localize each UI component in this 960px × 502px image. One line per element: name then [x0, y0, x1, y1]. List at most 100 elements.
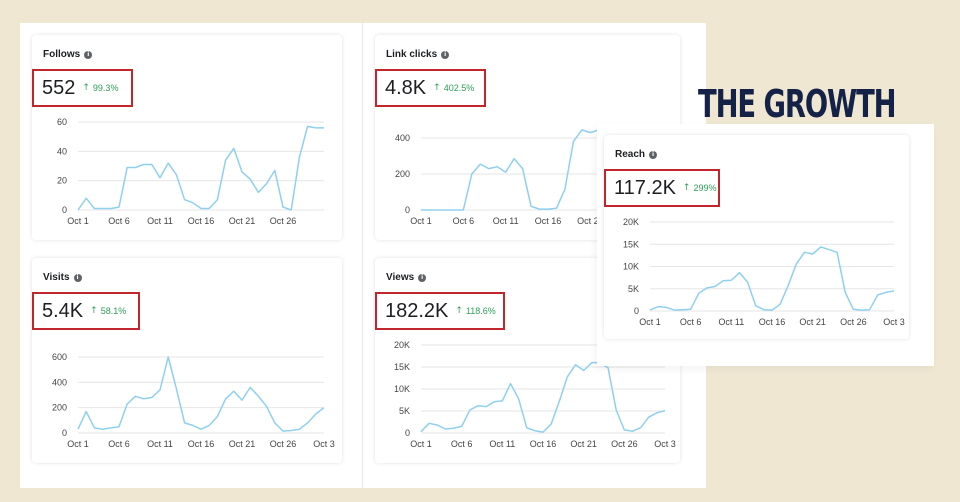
x-tick-label: Oct 26: [270, 216, 297, 226]
x-tick-label: Oct 11: [493, 216, 519, 226]
x-tick-label: Oct 11: [147, 439, 173, 449]
y-tick-label: 10K: [623, 262, 639, 272]
metric-value: 5.4K: [42, 299, 84, 322]
card-title-label: Follows: [43, 49, 81, 60]
metric-change: ↑ 118.6%: [455, 306, 495, 316]
y-tick-label: 200: [395, 169, 410, 179]
metric-highlight-box: 4.8K ↑ 402.5%: [375, 69, 486, 107]
arrow-up-icon: ↑: [82, 83, 90, 93]
info-icon[interactable]: i: [84, 50, 93, 59]
series-line: [77, 356, 325, 432]
info-icon[interactable]: i: [418, 273, 427, 282]
series-line: [420, 361, 666, 433]
metric-change-value: 118.6%: [465, 306, 496, 316]
y-tick-label: 0: [634, 306, 639, 316]
y-tick-label: 200: [52, 403, 67, 413]
metric-highlight-box: 552 ↑ 99.3%: [32, 69, 133, 107]
y-tick-label: 0: [62, 428, 67, 438]
visits-card: 0 200 400 600 Oct 1 Oct 6 Oct 11 Oct 16 Oct 21 Oc…: [32, 258, 342, 463]
y-tick-label: 20: [57, 176, 67, 186]
metric-change-value: 299%: [693, 183, 717, 193]
x-tick-label: Oct 16: [188, 439, 215, 449]
x-tick-label: Oct 1: [410, 439, 432, 449]
metric-highlight-box: 182.2K ↑ 118.6%: [375, 292, 505, 330]
y-tick-label: 400: [52, 377, 67, 387]
x-tick-label: Oct 16: [188, 216, 215, 226]
metric-change: ↑ 402.5%: [433, 83, 474, 93]
y-tick-label: 0: [405, 205, 410, 215]
y-tick-label: 60: [57, 117, 67, 127]
card-title-label: Reach: [615, 149, 646, 160]
arrow-up-icon: ↑: [433, 83, 441, 93]
x-tick-label: Oct 6: [108, 439, 130, 449]
metric-change-value: 99.3%: [92, 83, 119, 93]
x-tick-label: Oct 3: [654, 439, 676, 449]
y-tick-label: 15K: [394, 362, 410, 372]
x-tick-label: Oct 1: [67, 216, 89, 226]
headline-title: THE GROWTH: [698, 82, 897, 126]
metric-value: 182.2K: [385, 299, 449, 322]
metric-change: ↑ 299%: [683, 183, 717, 193]
series-line: [649, 246, 895, 311]
x-tick-label: Oct 1: [67, 439, 89, 449]
y-tick-label: 5K: [399, 406, 410, 416]
line-chart: 0 20 40 60 Oct 1 Oct 6 Oct 11 Oct 16 Oct 21 Oct 2…: [57, 117, 324, 226]
metric-value: 552: [42, 76, 76, 99]
card-title-label: Link clicks: [386, 49, 438, 60]
line-chart: 0 5K 10K 15K 20K Oct 1 Oct 6 Oct 11 Oct 16 Oct 21…: [623, 217, 905, 327]
arrow-up-icon: ↑: [682, 183, 691, 193]
x-tick-label: Oct 6: [451, 439, 473, 449]
metric-change-value: 58.1%: [100, 306, 127, 316]
x-tick-label: Oct 11: [147, 216, 173, 226]
x-tick-label: Oct 16: [530, 439, 557, 449]
x-tick-label: Oct 21: [799, 317, 826, 327]
x-tick-label: Oct 16: [759, 317, 786, 327]
x-tick-label: Oct 26: [270, 439, 297, 449]
x-tick-label: Oct 26: [611, 439, 638, 449]
y-tick-label: 0: [62, 205, 67, 215]
follows-card: 0 20 40 60 Oct 1 Oct 6 Oct 11 Oct 16 Oct 21 Oct 2…: [32, 35, 342, 240]
y-tick-label: 40: [57, 146, 67, 156]
card-title-label: Visits: [43, 272, 70, 283]
metric-change-value: 402.5%: [443, 83, 475, 93]
info-icon[interactable]: i: [73, 273, 82, 282]
x-tick-label: Oct 21: [229, 216, 256, 226]
metric-change: ↑ 99.3%: [82, 83, 118, 93]
y-tick-label: 0: [405, 428, 410, 438]
card-title-label: Views: [386, 272, 415, 283]
card-title: Reach i: [615, 149, 658, 160]
x-tick-label: Oct 3: [313, 439, 335, 449]
x-tick-label: Oct 11: [489, 439, 515, 449]
x-tick-label: Oct 1: [410, 216, 432, 226]
info-icon[interactable]: i: [441, 50, 450, 59]
x-tick-label: Oct 26: [840, 317, 867, 327]
column-divider: [362, 23, 363, 488]
x-tick-label: Oct 1: [639, 317, 661, 327]
x-tick-label: Oct 6: [453, 216, 475, 226]
x-tick-label: Oct 16: [535, 216, 562, 226]
arrow-up-icon: ↑: [455, 306, 463, 316]
line-chart: 0 5K 10K 15K 20K Oct 1 Oct 6 Oct 11 Oct 16 Oct 21…: [394, 340, 676, 449]
y-tick-label: 20K: [623, 217, 639, 227]
card-title: Follows i: [43, 49, 93, 60]
x-tick-label: Oct 6: [680, 317, 702, 327]
series-line: [77, 125, 324, 211]
metric-highlight-box: 5.4K ↑ 58.1%: [32, 292, 140, 330]
y-tick-label: 10K: [394, 384, 410, 394]
metric-value: 4.8K: [385, 76, 427, 99]
metric-value: 117.2K: [614, 176, 676, 199]
metric-change: ↑ 58.1%: [90, 306, 126, 316]
x-tick-label: Oct 3: [883, 317, 905, 327]
reach-card: 0 5K 10K 15K 20K Oct 1 Oct 6 Oct 11 Oct 16 Oct 21…: [604, 135, 909, 339]
card-title: Visits i: [43, 272, 82, 283]
x-tick-label: Oct 21: [570, 439, 597, 449]
x-tick-label: Oct 11: [718, 317, 744, 327]
y-tick-label: 400: [395, 133, 410, 143]
card-title: Views i: [386, 272, 427, 283]
y-tick-label: 5K: [628, 284, 639, 294]
card-title: Link clicks i: [386, 49, 450, 60]
y-tick-label: 20K: [394, 340, 410, 350]
metric-highlight-box: 117.2K ↑ 299%: [604, 169, 720, 207]
info-icon[interactable]: i: [649, 150, 658, 159]
x-tick-label: Oct 21: [577, 216, 604, 226]
